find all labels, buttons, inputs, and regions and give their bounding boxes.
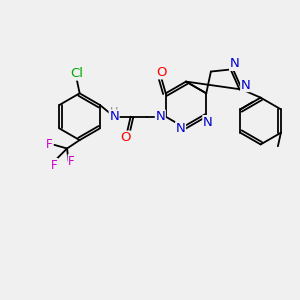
Text: F: F xyxy=(68,154,75,168)
Text: Cl: Cl xyxy=(70,67,83,80)
Text: N: N xyxy=(155,110,165,123)
Text: N: N xyxy=(176,122,185,135)
Text: F: F xyxy=(46,138,52,152)
Text: H: H xyxy=(110,106,118,117)
Text: F: F xyxy=(51,158,57,172)
Text: O: O xyxy=(156,66,166,79)
Text: N: N xyxy=(241,79,250,92)
Text: N: N xyxy=(230,57,239,70)
Text: N: N xyxy=(109,110,119,123)
Text: O: O xyxy=(120,131,131,144)
Text: N: N xyxy=(203,116,213,129)
